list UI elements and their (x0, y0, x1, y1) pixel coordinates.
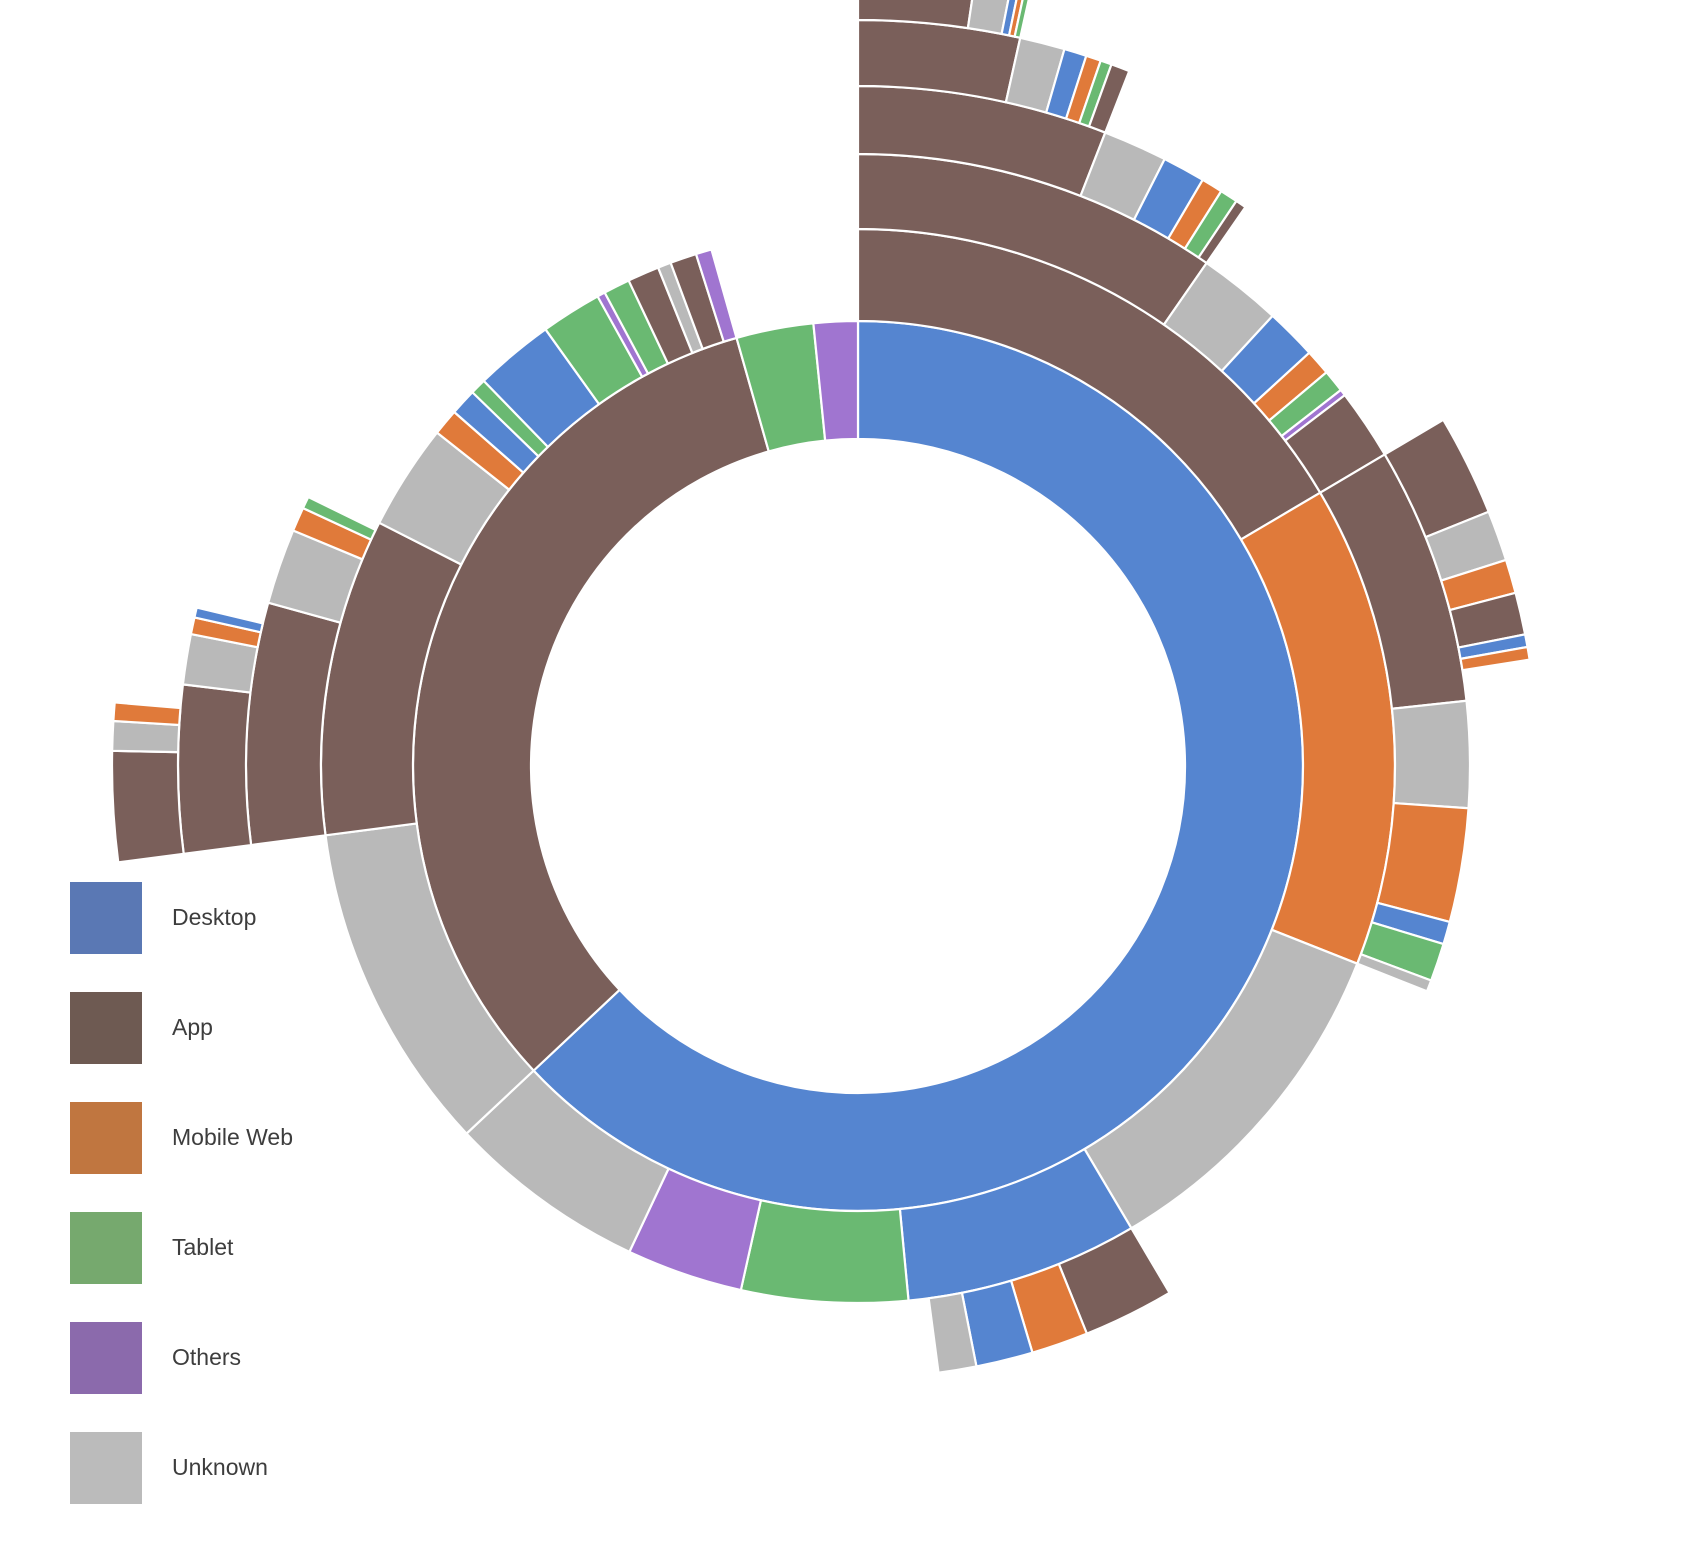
segment-desktop-ring-4[interactable] (193, 606, 264, 634)
segment-others-ring-1[interactable] (812, 319, 860, 442)
segment-mobile-web-ring-4[interactable] (1459, 645, 1531, 672)
legend-swatch-app (70, 992, 142, 1064)
legend-swatch-mobile-web (70, 1102, 142, 1174)
legend-swatch-others (70, 1322, 142, 1394)
segment-unknown-ring-3[interactable] (927, 1291, 978, 1374)
segment-mobile-web-ring-5[interactable] (112, 701, 182, 727)
legend-label-desktop: Desktop (172, 904, 257, 930)
segment-unknown-ring-5[interactable] (111, 719, 181, 754)
segment-tablet-ring-2[interactable] (739, 1199, 910, 1305)
legend-swatch-tablet (70, 1212, 142, 1284)
legend-swatch-desktop (70, 882, 142, 954)
legend-label-mobile-web: Mobile Web (172, 1124, 294, 1150)
segment-app-ring-4[interactable] (176, 683, 253, 855)
segment-tablet-ring-3[interactable] (301, 495, 377, 541)
segment-app-ring-5[interactable] (110, 749, 185, 864)
legend-label-app: App (172, 1014, 213, 1040)
legend-swatch-unknown (70, 1432, 142, 1504)
legend-label-tablet: Tablet (172, 1234, 234, 1260)
legend-label-unknown: Unknown (172, 1454, 268, 1480)
segment-unknown-ring-3[interactable] (1390, 699, 1472, 810)
legend-label-others: Others (172, 1344, 242, 1370)
